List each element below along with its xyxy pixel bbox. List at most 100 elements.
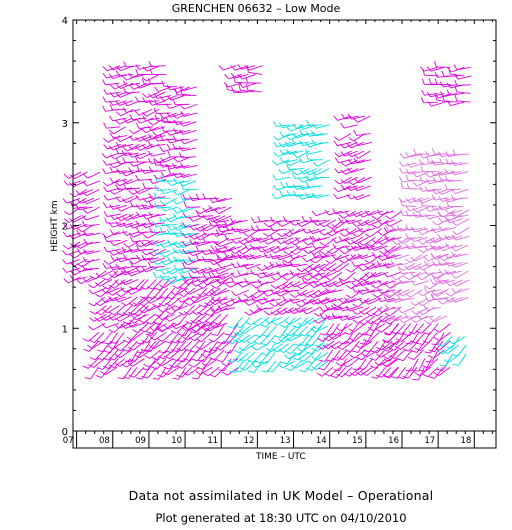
wind-barb-flag	[306, 360, 313, 364]
wind-barb-flag	[250, 235, 255, 242]
wind-barb	[357, 159, 371, 164]
wind-barb-flag	[312, 220, 318, 226]
wind-barb	[289, 194, 304, 197]
wind-barb-flag	[62, 198, 68, 204]
wind-barb	[183, 86, 197, 92]
wind-barb	[293, 263, 308, 268]
wind-barb	[87, 206, 100, 214]
wind-barb	[329, 280, 343, 288]
wind-barb-flag	[159, 200, 165, 206]
wind-barb	[73, 276, 88, 281]
wind-barb-flag	[446, 89, 451, 96]
wind-barb	[368, 289, 383, 293]
wind-barb	[105, 322, 120, 329]
wind-barb-flag	[400, 209, 404, 216]
wind-barb-flag	[173, 305, 180, 309]
wind-barb-flag	[390, 331, 397, 335]
wind-barb	[257, 317, 270, 327]
wind-barb-flag	[282, 240, 289, 245]
wind-barb-flag	[115, 347, 122, 352]
wind-barb-flag	[418, 210, 422, 217]
wind-barb-flag	[178, 248, 183, 254]
wind-barb-flag	[135, 156, 139, 163]
wind-barb-flag	[412, 207, 418, 213]
wind-barb-flag	[269, 234, 274, 241]
wind-barb	[85, 258, 100, 263]
wind-barb	[220, 281, 235, 285]
wind-barb	[282, 133, 297, 138]
wind-barb	[244, 352, 256, 362]
wind-barb-flag	[283, 232, 289, 238]
wind-barb-flag	[122, 312, 129, 316]
wind-barb-flag	[354, 178, 360, 184]
wind-barb-flag	[371, 320, 377, 325]
wind-barb	[175, 322, 189, 330]
wind-barb-flag	[433, 347, 440, 351]
wind-barb-flag	[405, 210, 409, 217]
wind-barb	[176, 121, 191, 126]
wind-barb-flag	[397, 308, 403, 314]
wind-barb-flag	[115, 92, 121, 98]
wind-barb-flag	[433, 336, 440, 341]
wind-barb-flag	[237, 250, 243, 255]
wind-barb	[455, 270, 469, 279]
wind-barb	[199, 224, 213, 232]
wind-barb-flag	[110, 84, 115, 90]
wind-barb-flag	[164, 317, 170, 322]
wind-barb-flag	[308, 228, 313, 234]
wind-barb-flag	[159, 351, 166, 354]
wind-barb	[220, 263, 235, 269]
wind-barb	[409, 254, 423, 264]
wind-barb-flag	[197, 333, 204, 336]
wind-barb-flag	[365, 334, 372, 337]
wind-barb-flag	[102, 66, 108, 72]
wind-barb-flag	[250, 269, 254, 276]
wind-barb	[356, 133, 371, 136]
wind-barb	[316, 343, 329, 352]
wind-barb-flag	[298, 157, 303, 164]
wind-barb	[107, 196, 121, 201]
wind-barb	[366, 366, 379, 376]
wind-barb	[330, 254, 343, 264]
wind-barb	[211, 276, 226, 279]
wind-barb-flag	[83, 230, 88, 237]
wind-barb	[113, 270, 127, 279]
wind-barb-flag	[257, 299, 262, 305]
wind-barb	[315, 176, 330, 179]
wind-barb	[234, 254, 249, 259]
wind-barb-flag	[159, 134, 164, 141]
wind-barb	[223, 219, 236, 229]
wind-barb	[331, 349, 341, 362]
wind-barb-flag	[304, 148, 309, 155]
wind-barb-flag	[243, 232, 249, 237]
wind-barb	[68, 215, 82, 223]
wind-barb-flag	[319, 231, 325, 236]
wind-barb	[303, 352, 315, 362]
wind-barb-flag	[372, 312, 378, 317]
wind-barb	[401, 271, 416, 274]
wind-barb-flag	[141, 340, 148, 344]
wind-barb-flag	[141, 214, 147, 220]
wind-barb	[349, 306, 364, 312]
wind-barb-flag	[284, 141, 290, 147]
wind-barb-flag	[438, 225, 443, 232]
wind-barb	[362, 298, 377, 304]
wind-barb-flag	[414, 347, 421, 351]
wind-barb-flag	[338, 236, 343, 242]
wind-barb	[341, 366, 353, 378]
wind-barb-flag	[210, 306, 216, 312]
wind-barb	[186, 215, 201, 219]
wind-barb-flag	[289, 261, 294, 268]
wind-barb	[148, 358, 160, 368]
wind-barb-flag	[437, 170, 442, 176]
wind-barb-flag	[136, 211, 140, 218]
wind-barb-flag	[270, 311, 276, 316]
x-tick-label: 14	[316, 436, 327, 446]
wind-barb-flag	[166, 138, 171, 144]
wind-barb-flag	[197, 319, 204, 324]
wind-barb-flag	[437, 278, 443, 285]
wind-barb	[162, 138, 177, 141]
wind-barb	[304, 281, 319, 284]
wind-barb-flag	[353, 118, 359, 123]
wind-barb	[67, 241, 81, 250]
